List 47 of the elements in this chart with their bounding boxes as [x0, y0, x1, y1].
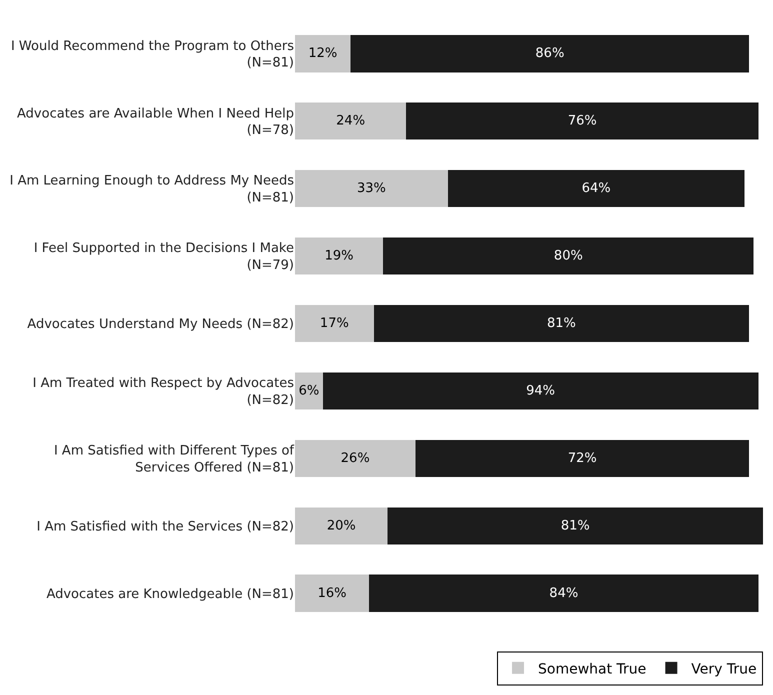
- bar: [350, 35, 750, 72]
- data-label: 94%: [526, 383, 556, 398]
- data-label: 6%: [298, 383, 320, 398]
- bar: [322, 372, 758, 410]
- data-label: 26%: [340, 450, 370, 466]
- bar: [388, 507, 763, 544]
- data-label: 20%: [326, 518, 356, 534]
- bar: [295, 238, 384, 275]
- bar: [295, 507, 388, 544]
- bar: [369, 574, 758, 612]
- data-label: 81%: [546, 316, 576, 331]
- bar: [295, 372, 323, 410]
- data-label: 19%: [324, 248, 354, 264]
- bar: [448, 170, 744, 208]
- data-label: 17%: [320, 316, 349, 331]
- bar: [295, 35, 351, 72]
- bar: [295, 440, 416, 477]
- y-tick-label: I Would Recommend the Program to Others (N=81): [10, 38, 294, 71]
- bar: [415, 440, 750, 477]
- y-tick-label: I Am Satisfied with Different Types of Services Offered (N=81): [54, 443, 294, 476]
- data-label: 24%: [336, 114, 366, 129]
- data-label: 76%: [568, 114, 597, 129]
- y-tick-label: Advocates are Available When I Need Help (N=78): [17, 106, 294, 138]
- y-tick-label: I Feel Supported in the Decisions I Make (N=79): [34, 241, 294, 274]
- legend-label: Very True: [691, 661, 757, 678]
- data-label: 81%: [560, 518, 590, 534]
- y-tick-label: Advocates Understand My Needs (N=82): [27, 317, 294, 332]
- data-label: 80%: [554, 248, 583, 264]
- data-label: 16%: [318, 586, 347, 601]
- y-tick-label: I Am Treated with Respect by Advocates (N=82): [32, 376, 294, 408]
- data-label: 64%: [582, 181, 611, 196]
- bar: [295, 102, 406, 140]
- data-label: 33%: [357, 181, 386, 196]
- bar: [295, 574, 370, 612]
- y-tick-label: Advocates are Knowledgeable (N=81): [46, 586, 294, 602]
- data-label: 86%: [535, 46, 564, 62]
- bar: [383, 238, 754, 275]
- data-label: 12%: [308, 46, 338, 62]
- y-tick-label: I Am Learning Enough to Address My Needs (N=81): [10, 174, 294, 206]
- y-tick-label: I Am Satisfied with the Services (N=82): [36, 519, 294, 534]
- data-label: 84%: [549, 586, 578, 601]
- bar: [295, 304, 374, 342]
- legend-label: Somewhat True: [538, 661, 646, 678]
- bar: [406, 102, 758, 140]
- data-label: 72%: [568, 450, 597, 466]
- bar: [374, 304, 750, 342]
- bar: [295, 170, 448, 208]
